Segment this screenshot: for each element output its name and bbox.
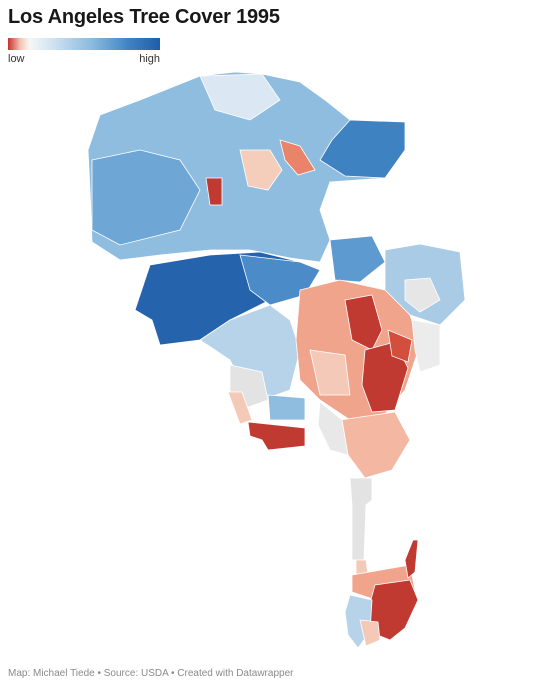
region-east-central-red[interactable] <box>387 329 413 363</box>
region-valley-orange[interactable] <box>279 139 316 176</box>
region-harbor-gateway[interactable] <box>349 477 373 561</box>
region-valley-center-low[interactable] <box>239 149 283 191</box>
legend-low-label: low <box>8 53 25 65</box>
legend-gradient-bar <box>8 38 160 50</box>
region-valley-hotspot[interactable] <box>205 177 223 206</box>
map-title: Los Angeles Tree Cover 1995 <box>8 6 280 28</box>
region-valley-north-light[interactable] <box>199 73 281 121</box>
region-griffith-park[interactable] <box>329 235 386 283</box>
legend-high-label: high <box>139 53 160 65</box>
region-south-la-neutral[interactable] <box>317 401 349 456</box>
region-coastal-strip[interactable] <box>227 391 253 425</box>
color-legend: low high <box>8 38 160 65</box>
region-central-light[interactable] <box>309 349 351 396</box>
region-valley-east[interactable] <box>319 119 406 179</box>
region-airport[interactable] <box>247 421 306 451</box>
map-svg <box>87 71 466 649</box>
legend-labels: low high <box>8 53 160 65</box>
region-san-pedro-light[interactable] <box>359 619 381 647</box>
region-central-deep-red[interactable] <box>344 294 383 351</box>
region-port-extension[interactable] <box>404 539 419 579</box>
region-valley-west[interactable] <box>91 149 201 246</box>
region-eastside-neutral[interactable] <box>411 319 441 373</box>
region-northeast-neutral[interactable] <box>404 277 441 313</box>
map-credit: Map: Michael Tiede • Source: USDA • Crea… <box>8 668 294 679</box>
region-south-la[interactable] <box>339 411 411 479</box>
region-westchester-blue[interactable] <box>267 394 306 421</box>
choropleth-map <box>0 60 550 658</box>
